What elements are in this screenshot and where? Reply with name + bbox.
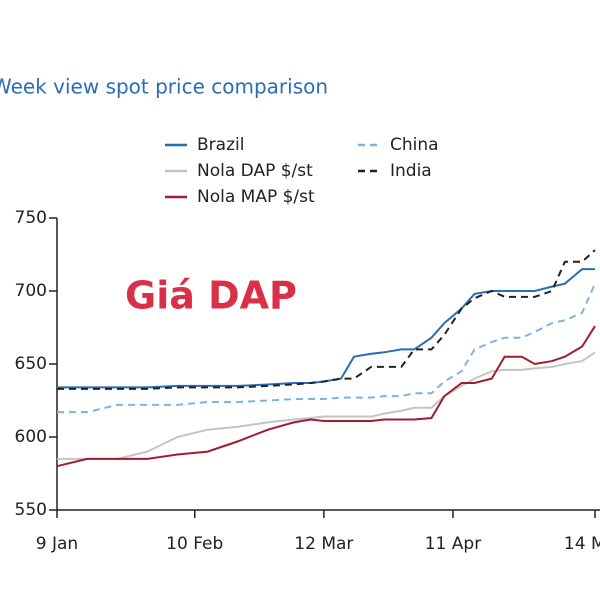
x-tick-label: 10 Feb xyxy=(166,534,223,554)
annotation: Giá DAP xyxy=(125,274,297,318)
legend-label: Nola DAP $/st xyxy=(197,161,313,181)
legend-label: China xyxy=(390,135,439,155)
y-tick-label: 750 xyxy=(15,208,47,228)
y-tick-label: 550 xyxy=(15,500,47,520)
series-line xyxy=(57,283,596,414)
x-tick-label: 11 Apr xyxy=(425,534,481,554)
series-line xyxy=(56,325,596,468)
y-tick-label: 600 xyxy=(15,427,47,447)
series-line xyxy=(57,268,595,389)
series-line xyxy=(57,351,596,460)
x-tick-label: 12 Mar xyxy=(294,534,353,554)
legend-label: India xyxy=(390,161,432,181)
legend-label: Nola MAP $/st xyxy=(197,187,315,207)
y-tick-label: 700 xyxy=(15,281,47,301)
y-tick-label: 650 xyxy=(15,354,47,374)
x-tick-label: 9 Jan xyxy=(36,534,78,554)
series-line xyxy=(57,249,596,390)
legend-label: Brazil xyxy=(197,135,244,155)
x-tick-label: 14 May xyxy=(564,534,600,554)
chart-title: Week view spot price comparison xyxy=(0,75,328,99)
